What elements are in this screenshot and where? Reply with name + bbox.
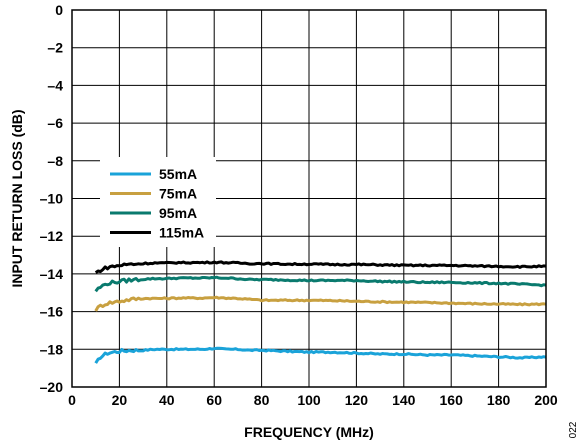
y-tick-label: –18 — [40, 341, 64, 357]
figure-id: 022 — [568, 421, 579, 438]
legend-label: 55mA — [159, 166, 197, 182]
legend-label: 115mA — [159, 225, 204, 241]
y-tick-label: –2 — [47, 40, 63, 56]
y-tick-label: –20 — [40, 379, 64, 395]
y-tick-label: –6 — [47, 115, 63, 131]
y-tick-label: –4 — [47, 77, 63, 93]
x-tick-label: 120 — [345, 392, 369, 408]
x-tick-label: 160 — [440, 392, 464, 408]
x-axis-title: FREQUENCY (MHz) — [244, 424, 374, 440]
x-tick-label: 20 — [112, 392, 128, 408]
y-tick-label: –10 — [40, 191, 64, 207]
x-tick-label: 180 — [487, 392, 511, 408]
x-tick-label: 140 — [392, 392, 416, 408]
x-tick-label: 80 — [254, 392, 270, 408]
y-tick-label: 0 — [55, 2, 63, 18]
y-tick-label: –12 — [40, 228, 64, 244]
series-line-115mA — [94, 260, 547, 274]
plot-frame — [71, 9, 547, 388]
y-tick-label: –8 — [47, 153, 63, 169]
y-tick-label: –16 — [40, 304, 64, 320]
x-tick-label: 40 — [159, 392, 175, 408]
legend-label: 95mA — [159, 205, 197, 221]
y-tick-label: –14 — [40, 266, 64, 282]
series-line-95mA — [94, 275, 547, 293]
x-axis-ticks: 0 20 40 60 80 100 120 140 160 180 200 — [68, 392, 558, 408]
x-tick-label: 0 — [68, 392, 76, 408]
series-lines — [94, 260, 547, 364]
y-axis-title: INPUT RETURN LOSS (dB) — [9, 109, 25, 287]
legend: 55mA 75mA 95mA 115mA — [100, 157, 216, 247]
series-line-55mA — [94, 346, 547, 364]
x-tick-label: 200 — [534, 392, 558, 408]
x-tick-label: 60 — [206, 392, 222, 408]
y-axis-ticks: 0 –2 –4 –6 –8 –10 –12 –14 –16 –18 –20 — [40, 2, 64, 395]
legend-label: 75mA — [159, 186, 197, 202]
series-line-75mA — [94, 295, 547, 312]
x-tick-label: 100 — [297, 392, 321, 408]
